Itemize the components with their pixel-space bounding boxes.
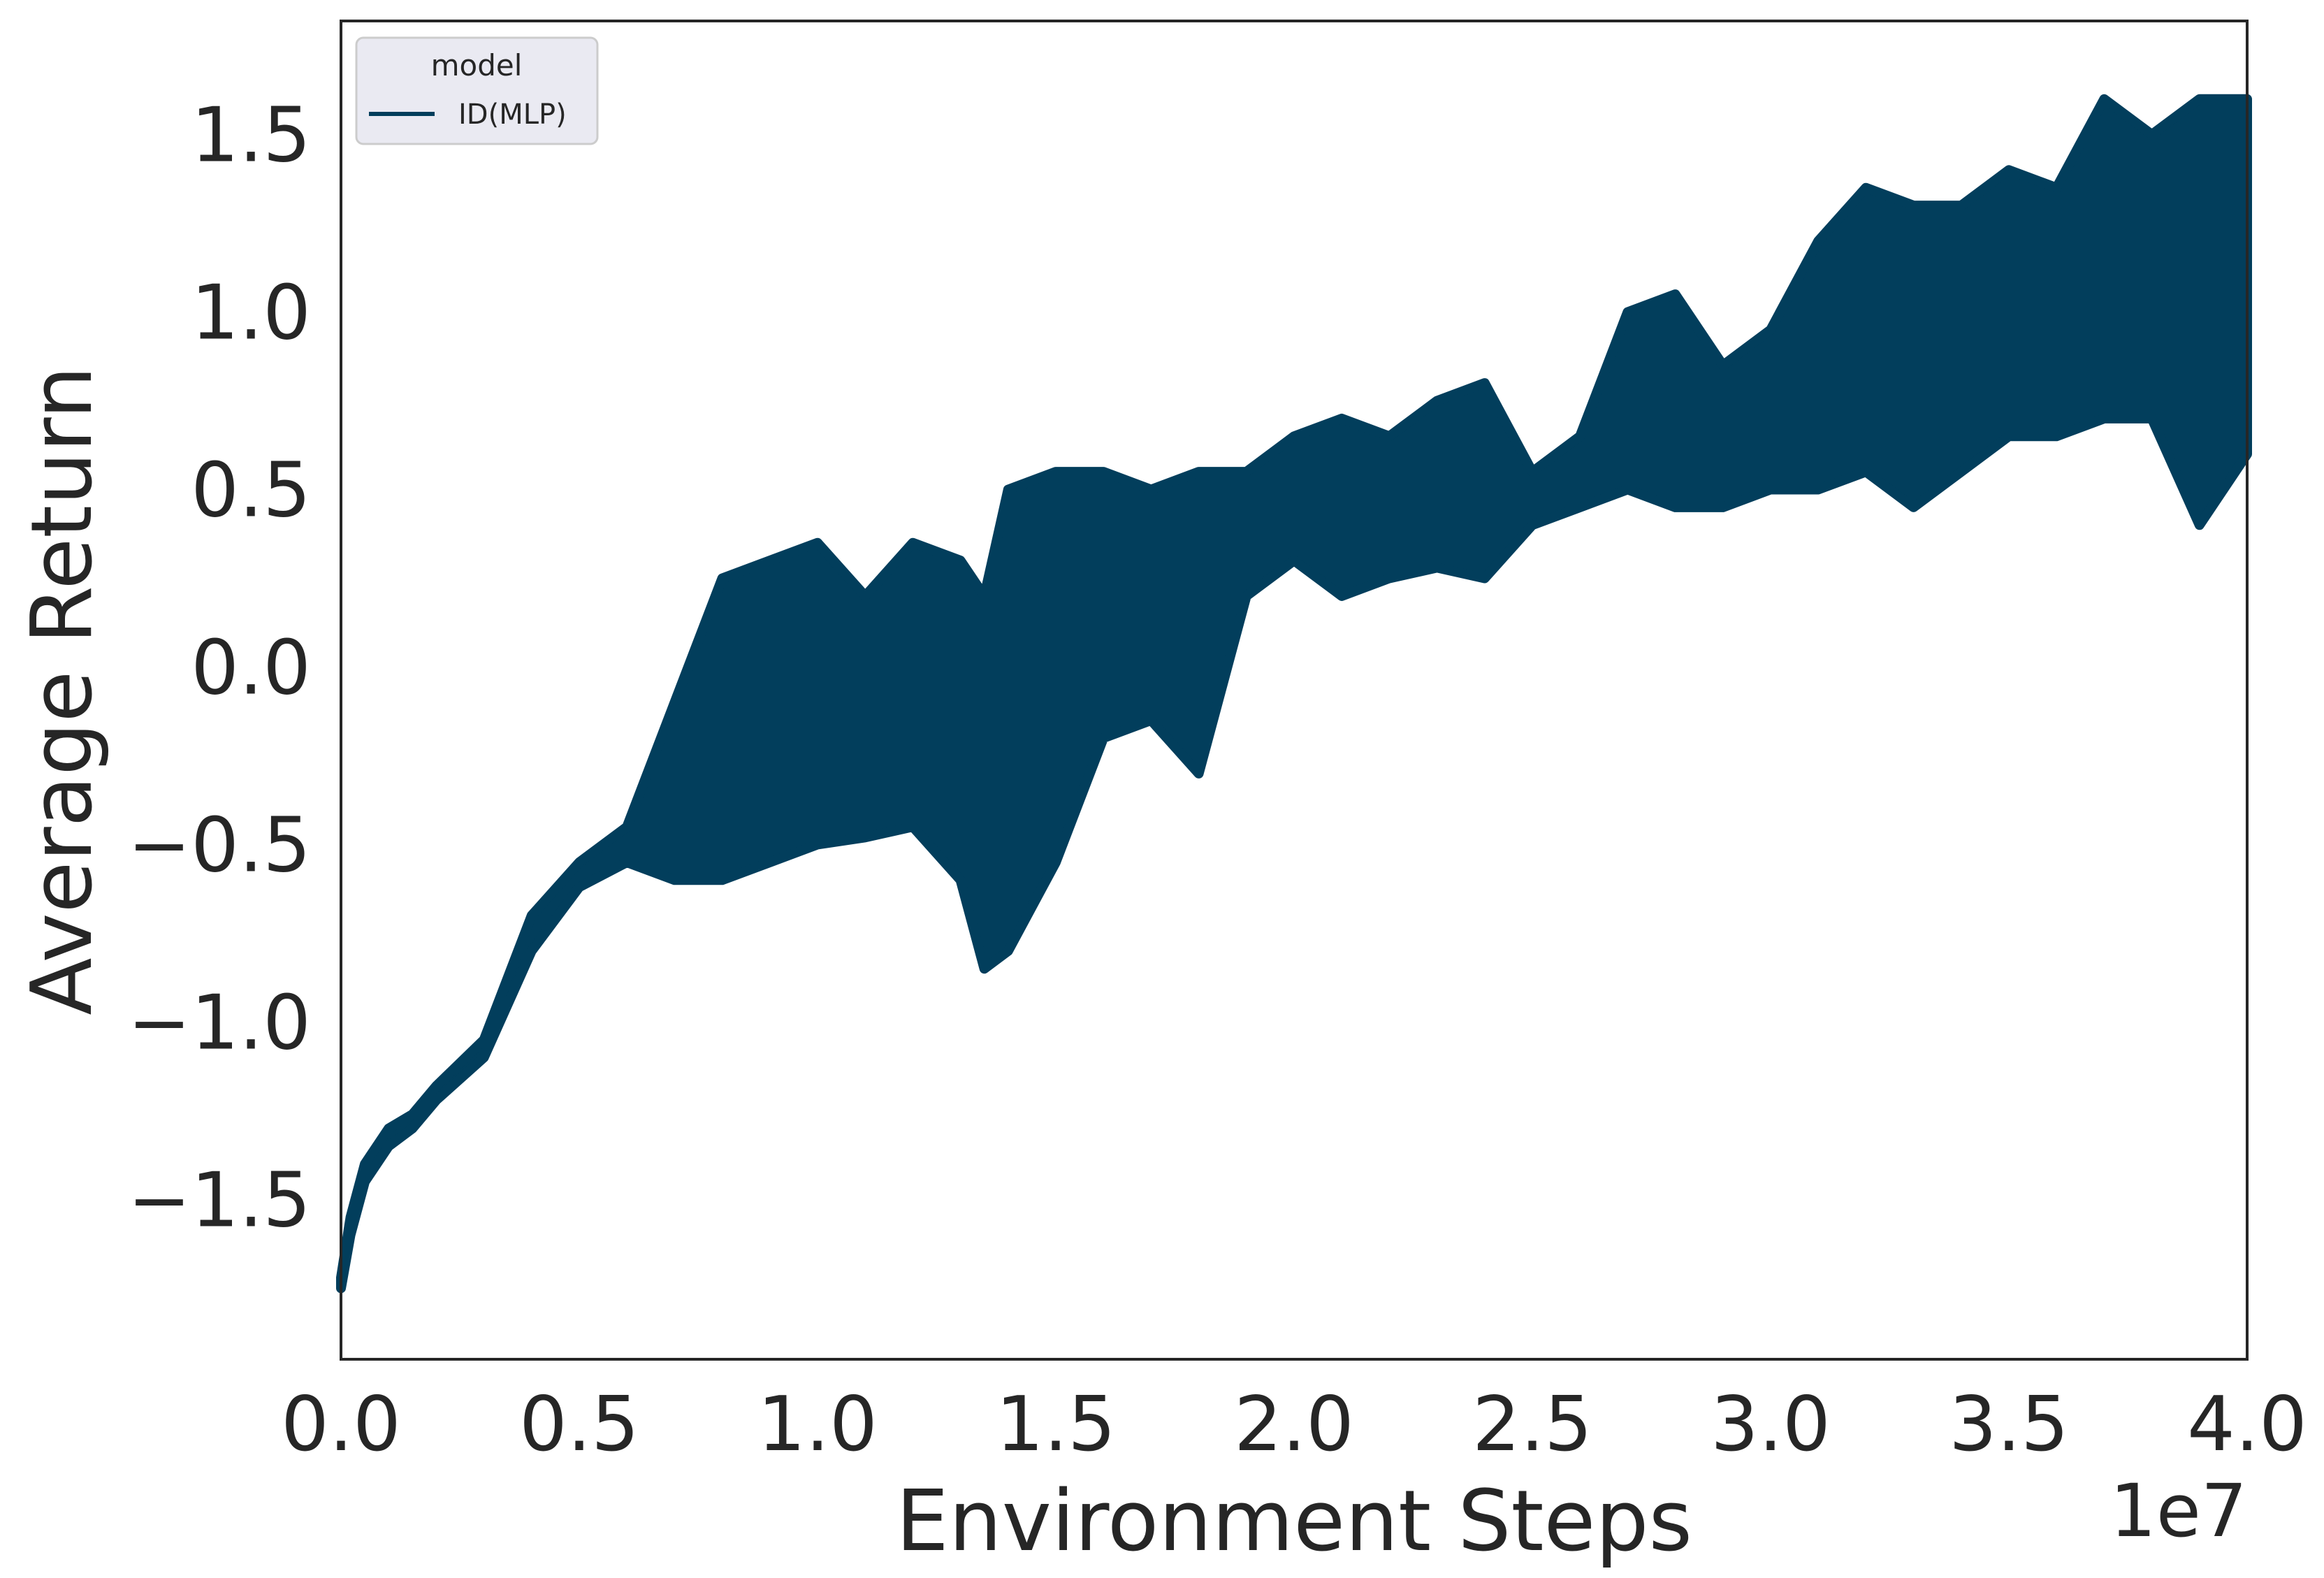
legend: model ID(MLP) [355,36,599,145]
y-tick-label: 0.5 [191,447,311,535]
x-tick-label: 3.0 [1711,1381,1831,1468]
x-tick-label: 0.5 [519,1381,639,1468]
y-tick-label: −1.0 [128,979,311,1066]
legend-title: model [431,48,523,82]
legend-box [355,36,599,145]
y-tick-label: −1.5 [128,1157,311,1244]
x-axis-label: Environment Steps [896,1473,1692,1570]
x-offset-label: 1e7 [2110,1468,2247,1554]
plot-frame [340,20,2249,1361]
x-tick-label: 2.5 [1472,1381,1592,1468]
x-tick-label: 3.5 [1949,1381,2069,1468]
y-tick-label: −0.5 [128,802,311,889]
x-tick-label: 1.0 [757,1381,878,1468]
y-tick-label: 0.0 [191,624,311,711]
legend-entry: ID(MLP) [458,99,567,131]
x-tick-label: 1.5 [996,1381,1116,1468]
x-tick-labels: 0.0 0.5 1.0 1.5 2.0 2.5 3.0 3.5 4.0 [281,1381,2307,1468]
x-tick-label: 2.0 [1234,1381,1354,1468]
y-tick-labels: −1.5 −1.0 −0.5 0.0 0.5 1.0 1.5 [128,92,311,1245]
x-tick-label: 0.0 [281,1381,401,1468]
x-tick-label: 4.0 [2187,1381,2307,1468]
y-tick-label: 1.0 [191,270,311,357]
y-tick-label: 1.5 [191,92,311,180]
y-axis-label: Average Return [14,365,111,1015]
